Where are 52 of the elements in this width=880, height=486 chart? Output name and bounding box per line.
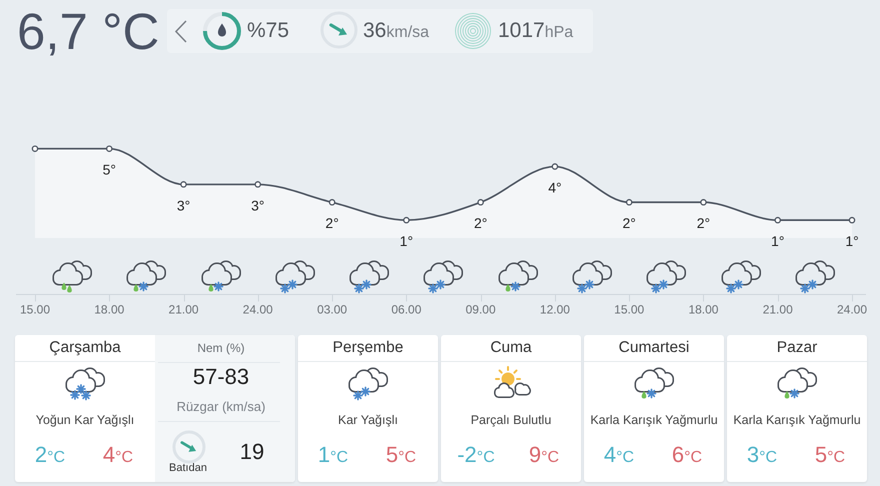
text: Rüzgar (km/sa) bbox=[176, 399, 266, 414]
data-label: 4° bbox=[548, 179, 562, 196]
category-label: Cuma bbox=[490, 339, 532, 356]
text: 6,7 °C bbox=[17, 3, 160, 60]
data-label: 2° bbox=[474, 215, 488, 232]
x-tick-label: 06.00 bbox=[391, 302, 422, 317]
text: Batıdan bbox=[169, 462, 207, 474]
x-tick-label: 21.00 bbox=[762, 302, 794, 317]
x-tick-label: 03.00 bbox=[317, 302, 348, 317]
x-tick-label: 15.00 bbox=[20, 302, 50, 317]
data-label: 3° bbox=[251, 197, 265, 214]
text: Kar Yağışlı bbox=[338, 413, 398, 427]
data-label: 1° bbox=[845, 233, 859, 249]
text: 6°C bbox=[672, 442, 702, 467]
x-tick-label: 18.00 bbox=[688, 302, 719, 317]
text: 5°C bbox=[814, 442, 846, 467]
data-label: 2° bbox=[325, 215, 339, 232]
x-tick-label: 24.00 bbox=[242, 302, 274, 317]
text: 2°C bbox=[34, 442, 66, 467]
text: 36km/sa bbox=[363, 19, 430, 42]
category-label: Çarşamba bbox=[49, 339, 121, 356]
category-label: Cumartesi bbox=[618, 339, 690, 356]
text: 3°C bbox=[746, 442, 778, 467]
text: 57-83 bbox=[192, 364, 250, 389]
text: Yoğun Kar Yağışlı bbox=[36, 413, 134, 427]
category-label: Perşembe bbox=[332, 339, 404, 356]
text: %75 bbox=[247, 19, 290, 42]
text: Karla Karışık Yağmurlu bbox=[590, 413, 718, 427]
category-label: Pazar bbox=[776, 339, 818, 356]
x-tick-label: 12.00 bbox=[540, 302, 570, 317]
text: 5°C bbox=[386, 442, 416, 467]
text: 19 bbox=[240, 439, 264, 464]
x-tick-label: 18.00 bbox=[94, 302, 125, 317]
text: Karla Karışık Yağmurlu bbox=[733, 413, 861, 427]
data-label: 1° bbox=[771, 233, 784, 249]
data-label: 3° bbox=[176, 197, 190, 214]
text: 1017hPa bbox=[498, 19, 574, 42]
data-label: 2° bbox=[622, 215, 636, 232]
text: Nem (%) bbox=[197, 341, 245, 355]
x-tick-label: 09.00 bbox=[466, 302, 496, 317]
text: 4°C bbox=[102, 442, 134, 467]
data-label: 2° bbox=[696, 215, 710, 232]
data-label: 5° bbox=[102, 162, 116, 178]
text: -2°C bbox=[457, 442, 495, 467]
text: 9°C bbox=[528, 442, 560, 467]
text: 1°C bbox=[318, 442, 348, 467]
x-tick-label: 15.00 bbox=[614, 302, 645, 317]
text: Parçalı Bulutlu bbox=[470, 413, 552, 427]
x-tick-label: 21.00 bbox=[168, 302, 199, 317]
text: 4°C bbox=[604, 442, 634, 467]
data-label: 1° bbox=[400, 233, 414, 249]
x-tick-label: 24.00 bbox=[836, 302, 868, 317]
